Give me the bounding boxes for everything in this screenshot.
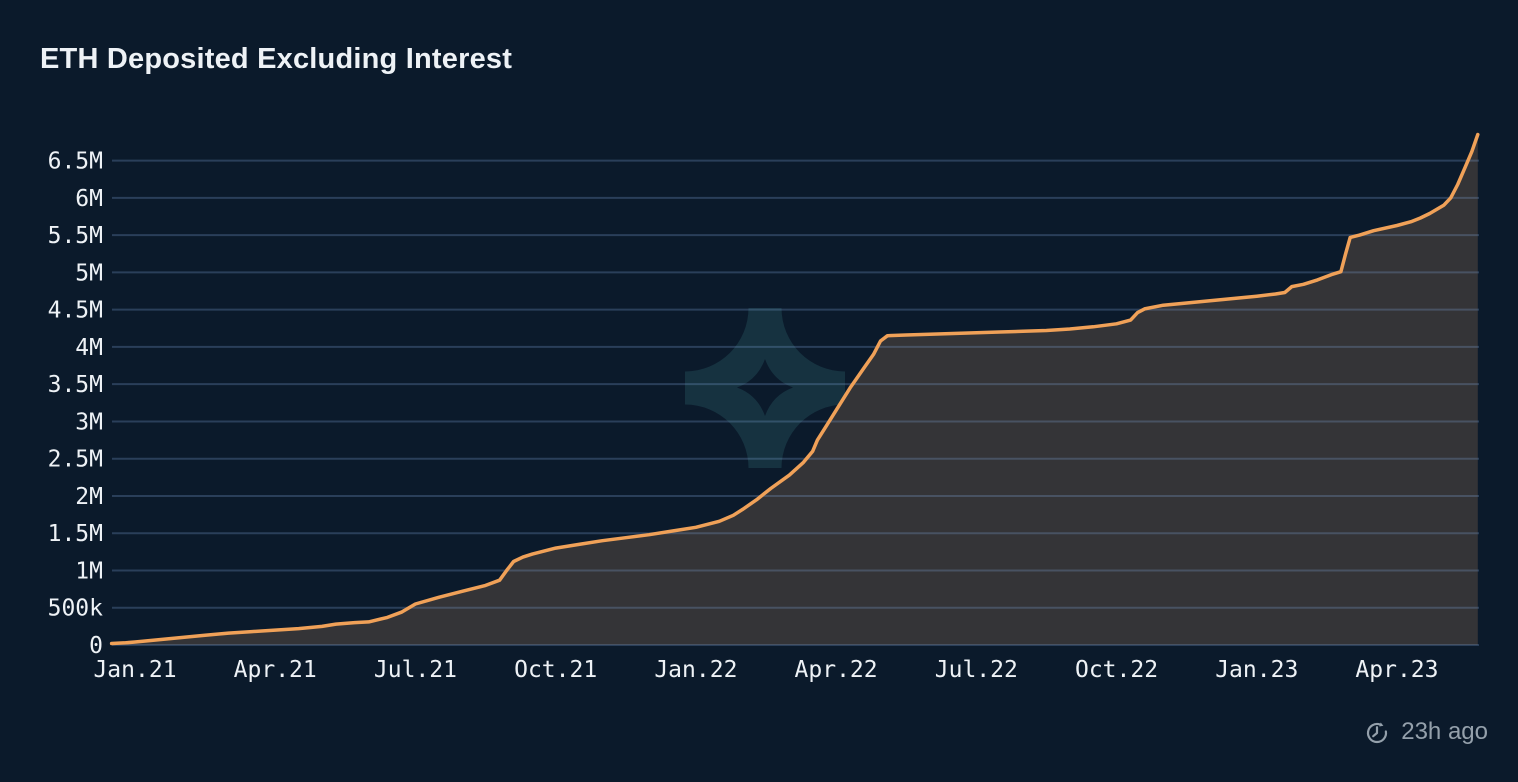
x-tick-label: Jul.22 xyxy=(935,657,1018,683)
y-tick-label: 2M xyxy=(75,484,103,510)
y-axis-labels: 0 500k 1M 1.5M 2M 2.5M 3M 3.5M 4M 4.5M 5M 5.5M 6M 6.5… xyxy=(48,149,104,659)
y-tick-label: 3M xyxy=(75,409,103,435)
x-tick-label: Apr.23 xyxy=(1355,657,1438,683)
clock-history-icon xyxy=(1367,722,1388,744)
y-tick-label: 5.5M xyxy=(48,223,103,249)
x-axis-labels: Jan.21 Apr.21 Jul.21 Oct.21 Jan.22 Apr.22 Jul.… xyxy=(93,657,1438,683)
x-tick-label: Apr.21 xyxy=(234,657,317,683)
y-tick-label: 3.5M xyxy=(48,372,103,398)
last-updated: 23h ago xyxy=(1364,718,1488,746)
x-tick-label: Jan.21 xyxy=(93,657,176,683)
y-tick-label: 500k xyxy=(48,596,104,622)
x-tick-label: Jan.23 xyxy=(1215,657,1298,683)
area-fill xyxy=(111,134,1478,645)
y-tick-label: 1M xyxy=(75,558,103,584)
y-tick-label: 4M xyxy=(75,335,103,361)
x-tick-label: Apr.22 xyxy=(795,657,878,683)
y-tick-label: 6M xyxy=(75,186,103,212)
y-tick-label: 1.5M xyxy=(48,521,103,547)
gridlines xyxy=(112,159,1479,646)
x-tick-label: Oct.22 xyxy=(1075,657,1158,683)
y-tick-label: 4.5M xyxy=(48,298,103,324)
series-line xyxy=(109,132,1480,646)
y-tick-label: 6.5M xyxy=(48,149,103,175)
last-updated-text: 23h ago xyxy=(1401,718,1488,745)
watermark-logo-icon xyxy=(685,308,845,468)
y-tick-label: 2.5M xyxy=(48,447,103,473)
x-tick-label: Jul.21 xyxy=(374,657,457,683)
y-tick-label: 5M xyxy=(75,260,103,286)
x-tick-label: Oct.21 xyxy=(514,657,597,683)
y-tick-label: 0 xyxy=(89,633,103,659)
page-title: ETH Deposited Excluding Interest xyxy=(40,43,513,75)
x-tick-label: Jan.22 xyxy=(654,657,737,683)
